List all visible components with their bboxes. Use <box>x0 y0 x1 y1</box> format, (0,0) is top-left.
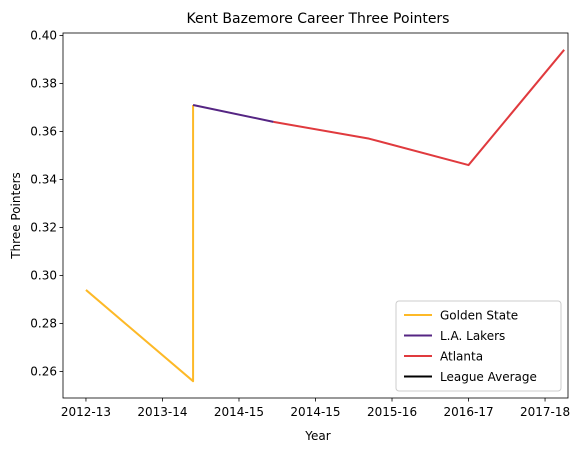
y-tick-label: 0.28 <box>30 317 57 331</box>
y-tick-label: 0.34 <box>30 172 57 186</box>
legend: Golden State L.A. Lakers Atlanta League Ave… <box>395 300 562 392</box>
y-tick-label: 0.38 <box>30 76 57 90</box>
y-axis: 0.26 0.28 0.30 0.32 0.34 0.36 0.38 0.40 <box>30 28 63 379</box>
x-tick-label: 2014-15 <box>290 405 340 419</box>
series-line-2 <box>273 49 565 167</box>
x-tick-label: 2017-18 <box>520 405 570 419</box>
y-tick-label: 0.40 <box>30 28 57 42</box>
x-tick-label: 2012-13 <box>61 405 111 419</box>
x-tick-label: 2014-15 <box>214 405 264 419</box>
series-line-0 <box>85 105 195 383</box>
x-tick-label: 2013-14 <box>137 405 187 419</box>
series-layer <box>85 49 565 383</box>
legend-label: L.A. Lakers <box>440 329 505 343</box>
y-tick-label: 0.30 <box>30 269 57 283</box>
y-tick-label: 0.36 <box>30 124 57 138</box>
y-tick-label: 0.26 <box>30 365 57 379</box>
x-tick-label: 2016-17 <box>443 405 493 419</box>
x-axis-label: Year <box>304 429 330 443</box>
series-line-1 <box>192 104 274 123</box>
chart-title: Kent Bazemore Career Three Pointers <box>187 11 450 27</box>
legend-label: Golden State <box>440 309 518 323</box>
legend-box <box>395 300 562 392</box>
x-tick-label: 2015-16 <box>367 405 417 419</box>
legend-label: League Average <box>440 370 537 384</box>
y-axis-label: Three Pointers <box>9 172 23 260</box>
legend-label: Atlanta <box>440 350 483 364</box>
y-tick-label: 0.32 <box>30 221 57 235</box>
x-axis: 2012-13 2013-14 2014-15 2014-15 2015-16 2016-… <box>61 398 570 419</box>
